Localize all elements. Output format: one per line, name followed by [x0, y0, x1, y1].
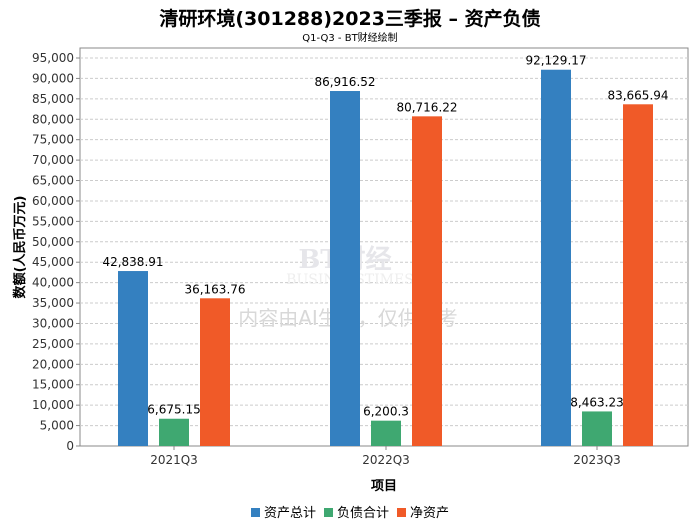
y-tick-label: 65,000 — [32, 174, 74, 188]
bar-1 — [159, 418, 189, 446]
y-tick-label: 5,000 — [40, 419, 74, 433]
data-label: 80,716.22 — [396, 100, 457, 114]
legend-item: 资产总计 — [250, 502, 316, 521]
y-tick-label: 15,000 — [32, 378, 74, 392]
bar-2 — [200, 298, 230, 446]
y-tick-label: 40,000 — [32, 276, 74, 290]
y-tick-label: 0 — [66, 439, 74, 453]
y-tick-label: 30,000 — [32, 316, 74, 330]
legend: 资产总计 负债合计 净资产 — [0, 502, 700, 521]
x-tick-label: 2021Q3 — [150, 453, 198, 467]
y-tick-label: 80,000 — [32, 112, 74, 126]
legend-label: 净资产 — [410, 506, 450, 521]
legend-swatch — [250, 508, 260, 517]
bar-2 — [412, 116, 442, 447]
x-axis-label: 项目 — [371, 479, 397, 494]
y-tick-label: 70,000 — [32, 153, 74, 167]
data-label: 92,129.17 — [525, 54, 586, 68]
y-tick-label: 10,000 — [32, 398, 74, 412]
data-label: 42,838.91 — [102, 255, 163, 269]
y-tick-label: 20,000 — [32, 357, 74, 371]
chart-subtitle: Q1-Q3 - BT财经绘制 — [302, 33, 398, 44]
y-tick-label: 95,000 — [32, 51, 74, 65]
bar-1 — [582, 411, 612, 446]
y-axis-label: 数额(人民币万元) — [12, 196, 28, 299]
chart-title: 清研环境(301288)2023三季报 – 资产负债 — [159, 8, 541, 30]
bar-2 — [623, 104, 653, 447]
data-label: 8,463.23 — [570, 395, 623, 409]
bar-0 — [541, 69, 571, 447]
y-tick-label: 55,000 — [32, 214, 74, 228]
y-tick-label: 90,000 — [32, 71, 74, 85]
data-label: 86,916.52 — [314, 75, 375, 89]
bar-0 — [118, 271, 148, 446]
y-tick-label: 35,000 — [32, 296, 74, 310]
legend-swatch — [323, 508, 333, 517]
y-tick-label: 25,000 — [32, 337, 74, 351]
data-label: 6,675.15 — [147, 403, 200, 417]
legend-item: 负债合计 — [323, 502, 389, 521]
data-label: 6,200.3 — [363, 405, 409, 419]
y-tick-label: 45,000 — [32, 255, 74, 269]
legend-item: 净资产 — [397, 502, 449, 521]
y-tick-label: 50,000 — [32, 235, 74, 249]
y-tick-label: 60,000 — [32, 194, 74, 208]
legend-label: 负债合计 — [336, 506, 389, 521]
legend-label: 资产总计 — [263, 506, 316, 521]
y-tick-label: 85,000 — [32, 92, 74, 106]
bar-1 — [371, 420, 401, 446]
y-tick-label: 75,000 — [32, 133, 74, 147]
x-tick-label: 2022Q3 — [362, 453, 410, 467]
x-tick-label: 2023Q3 — [573, 453, 621, 467]
data-label: 83,665.94 — [607, 88, 668, 102]
data-label: 36,163.76 — [184, 282, 245, 296]
bar-0 — [330, 91, 360, 446]
legend-swatch — [397, 508, 406, 517]
